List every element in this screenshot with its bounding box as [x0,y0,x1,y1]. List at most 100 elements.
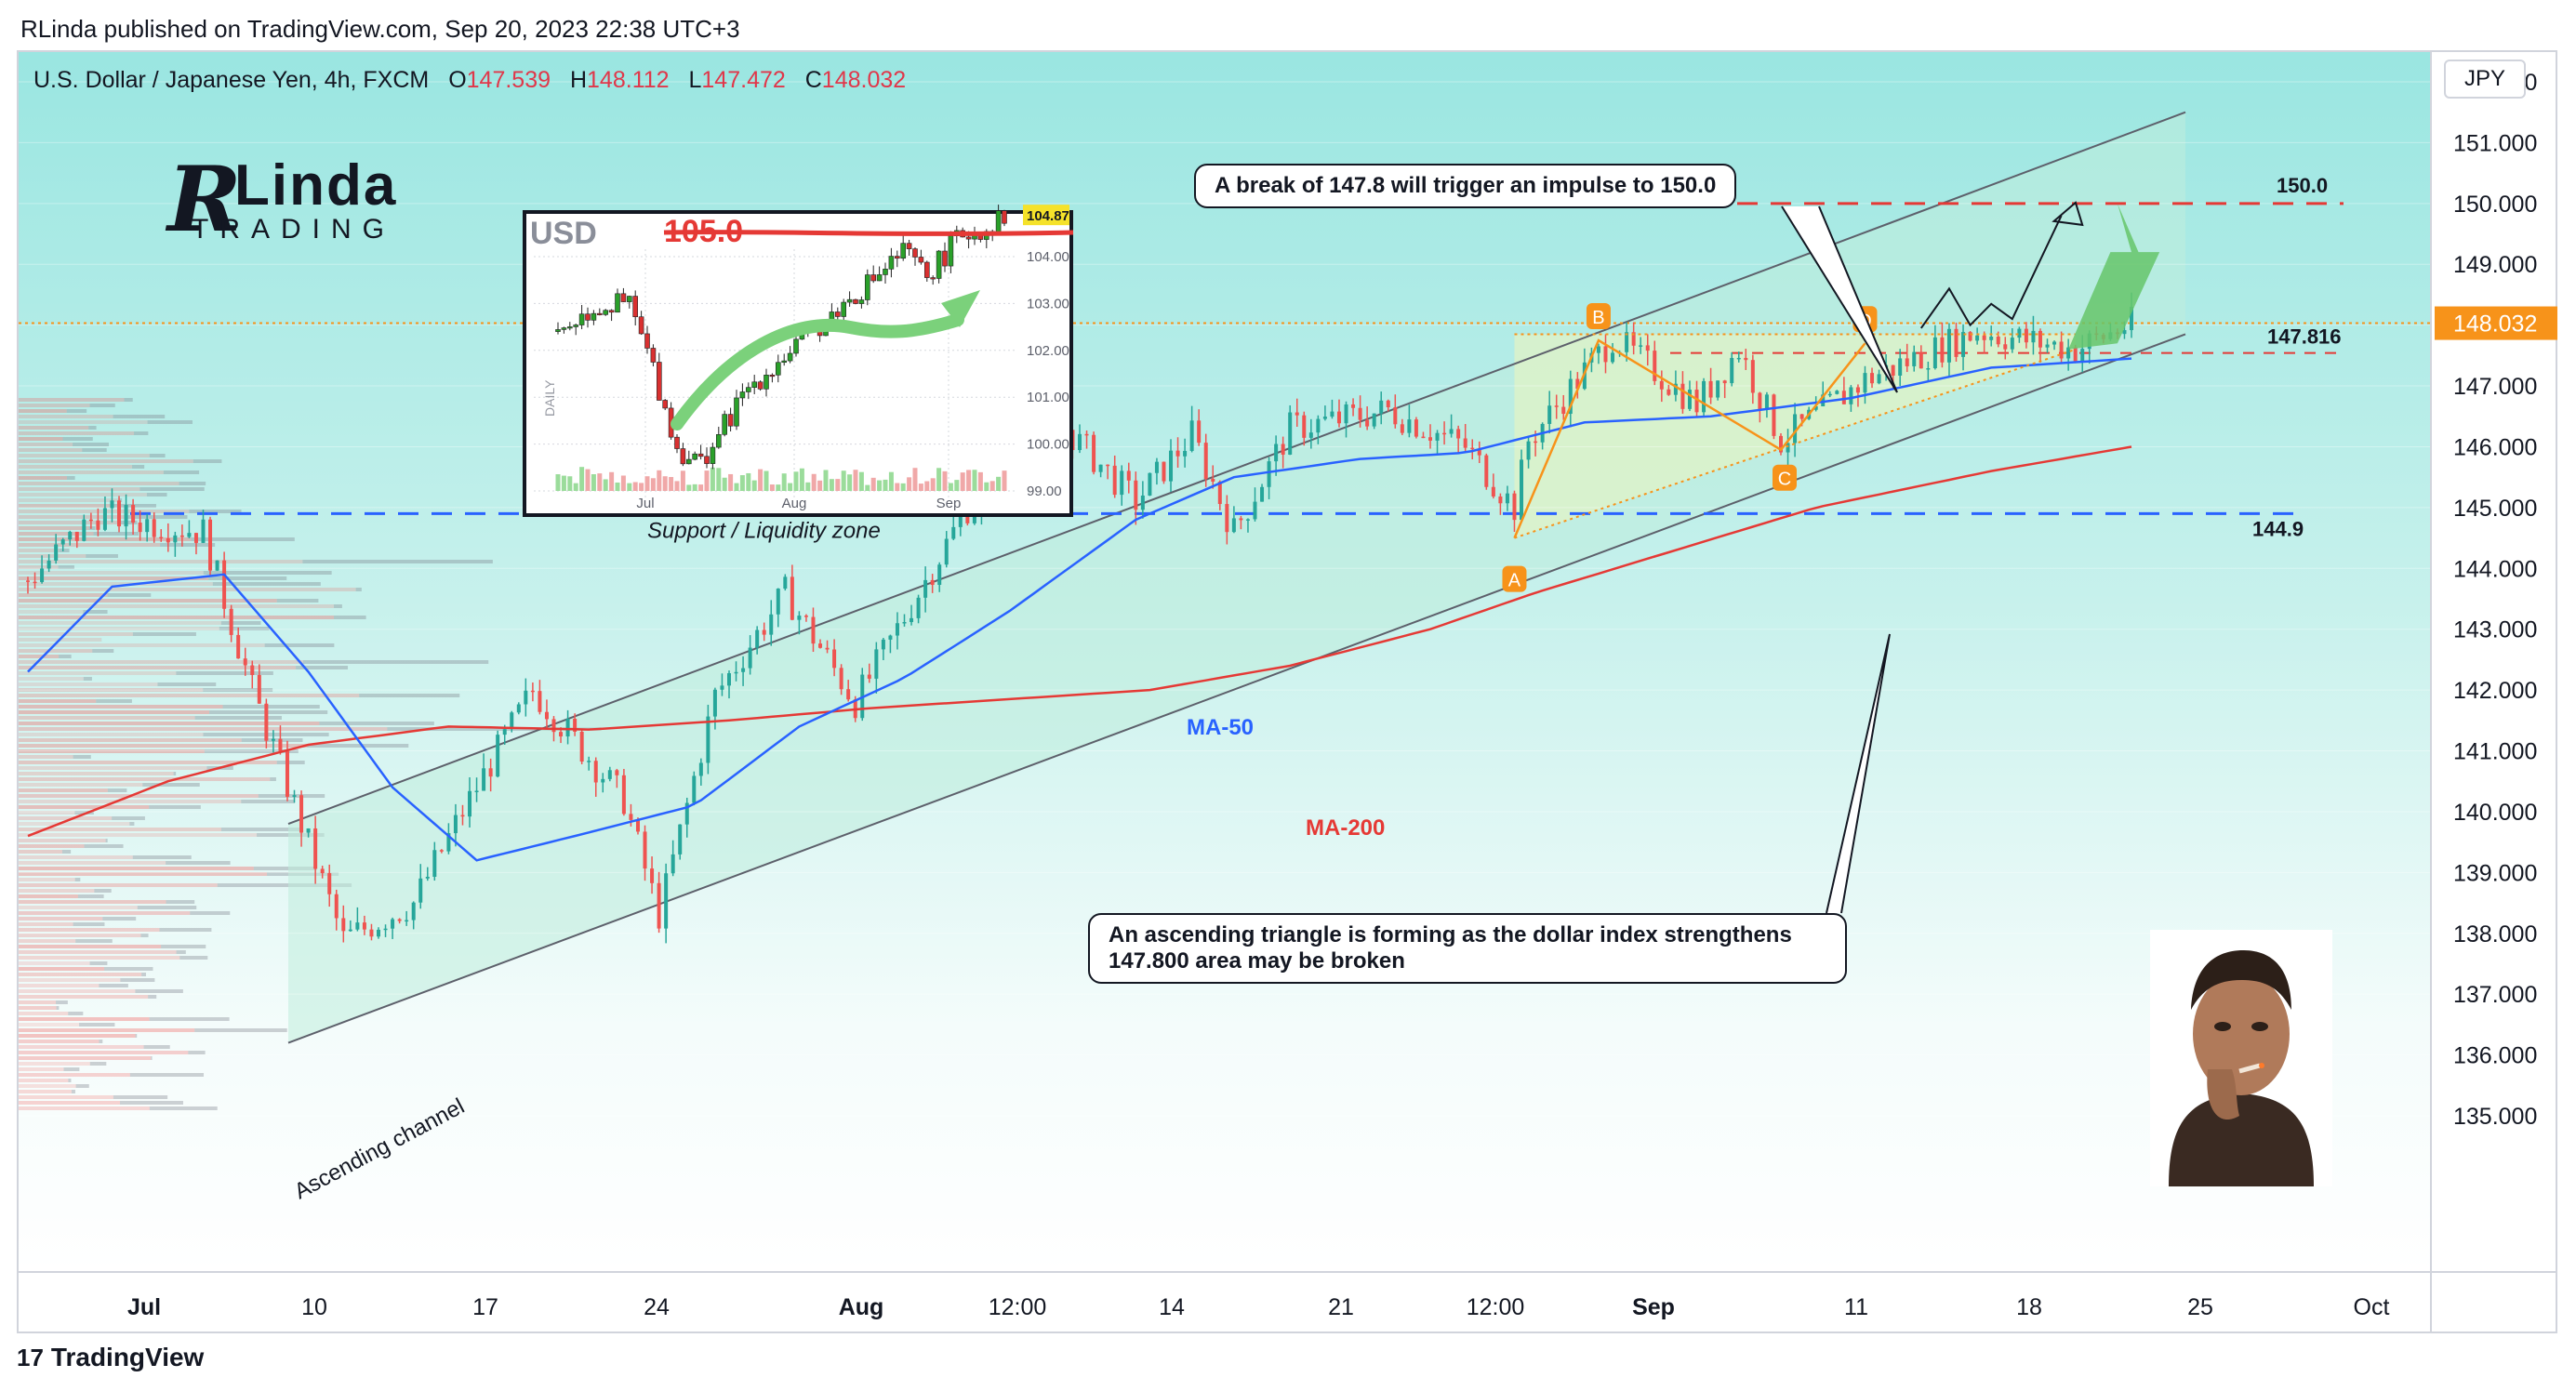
candle [1744,349,1748,370]
inset-candle [930,275,936,285]
candle [825,640,830,654]
symbol-legend[interactable]: U.S. Dollar / Japanese Yen, 4h, FXCM O14… [33,67,906,94]
ohlc-open-value: 147.539 [466,67,551,93]
inset-time-tick: Aug [782,496,807,511]
ma-50-line[interactable] [27,357,2132,862]
candle [82,514,86,542]
inset-candle [727,407,734,431]
time-axis[interactable]: Jul 10 17 24 Aug 12:00 14 21 12:00 Sep 11 18 25 Oct [127,1294,2390,1320]
candle [1954,322,1959,362]
candle [1288,404,1293,456]
candle [405,910,409,926]
candle [1267,457,1271,499]
time-tick-label: 24 [644,1294,670,1320]
dxy-inset-chart[interactable]: 104.00 103.00 102.00 101.00 100.00 99.00 Jul Au… [523,205,1074,517]
candle [1336,399,1341,428]
candle [257,664,261,705]
price-axis[interactable]: 152.000151.000150.000149.000148.000147.0… [2453,70,2537,1130]
candle [348,920,352,933]
price-tick-label: 137.000 [2453,982,2537,1008]
candle [40,555,45,584]
candle [26,576,30,594]
face-shape [2193,973,2290,1095]
candle [1106,464,1110,480]
candle [720,673,724,696]
candle [902,614,907,627]
candle [1295,398,1299,427]
channel-upper-line[interactable] [287,111,2186,825]
price-tick-label: 151.000 [2453,130,2537,156]
cigarette-shape [2238,1063,2261,1074]
candle [1477,441,1481,464]
channel-lower-line[interactable] [287,333,2186,1044]
tradingview-label: TradingView [50,1343,205,1371]
candle [482,753,486,791]
candle [1351,398,1356,417]
candle [1625,322,1629,362]
candle [460,804,465,826]
callout-breakout[interactable]: A break of 147.8 will trigger an impulse… [1194,164,1737,208]
inset-price-tick: 102.00 [1027,343,1069,359]
logo-letter: R [167,147,242,252]
candle [369,923,374,941]
ohlc-high-value: 148.112 [587,67,670,93]
time-tick-label: 10 [301,1294,327,1320]
inset-candle [644,325,650,354]
candle [1722,379,1727,399]
candle [832,639,837,677]
candle [2038,328,2042,363]
candle [1162,461,1166,484]
callout-triangle[interactable]: An ascending triangle is forming as the … [1088,913,1847,984]
inset-candle [722,410,727,437]
inset-candle [555,322,561,335]
callout-triangle-line1: An ascending triangle is forming as the … [1109,922,1792,947]
ma-200-line[interactable] [27,445,2132,838]
currency-button[interactable]: JPY [2444,60,2526,99]
candle [2045,338,2050,353]
candle [923,566,928,613]
candle [916,594,921,624]
candle [411,901,416,930]
candle [1793,403,1798,457]
candle [1932,325,1937,370]
candle [1098,464,1103,478]
candle [748,635,752,675]
inset-candle [775,354,781,383]
candle [1203,433,1208,487]
inset-candle [846,291,853,307]
candle [1772,393,1776,440]
candle [1926,361,1931,381]
price-tick-label: 150.000 [2453,192,2537,218]
candle [313,815,318,884]
callout-pointers [1781,205,1898,914]
tradingview-footer[interactable]: 17 TradingView [17,1343,204,1372]
candle [1189,405,1194,453]
candle [587,756,591,771]
candle [264,698,269,748]
candle [46,554,51,573]
candle [524,678,528,717]
candle [1870,367,1875,389]
candle [579,730,584,764]
time-tick-label: 25 [2187,1294,2213,1320]
inset-grid [534,249,1017,500]
inset-candle [638,311,644,336]
candle [124,494,128,540]
candle [292,789,297,803]
candle [1680,371,1685,414]
candle [657,871,661,934]
inset-candle [858,296,865,309]
time-tick-label: 14 [1159,1294,1185,1320]
price-tick-label: 144.000 [2453,556,2537,582]
forecast-arrows [1919,201,2160,350]
candle [1463,423,1467,453]
candle [1498,493,1503,515]
inset-candle [769,373,776,383]
candle [1659,370,1664,403]
candle [601,773,605,793]
candle [1308,418,1313,449]
candle [678,824,683,860]
candle [2017,326,2022,343]
candle [1989,325,1994,347]
